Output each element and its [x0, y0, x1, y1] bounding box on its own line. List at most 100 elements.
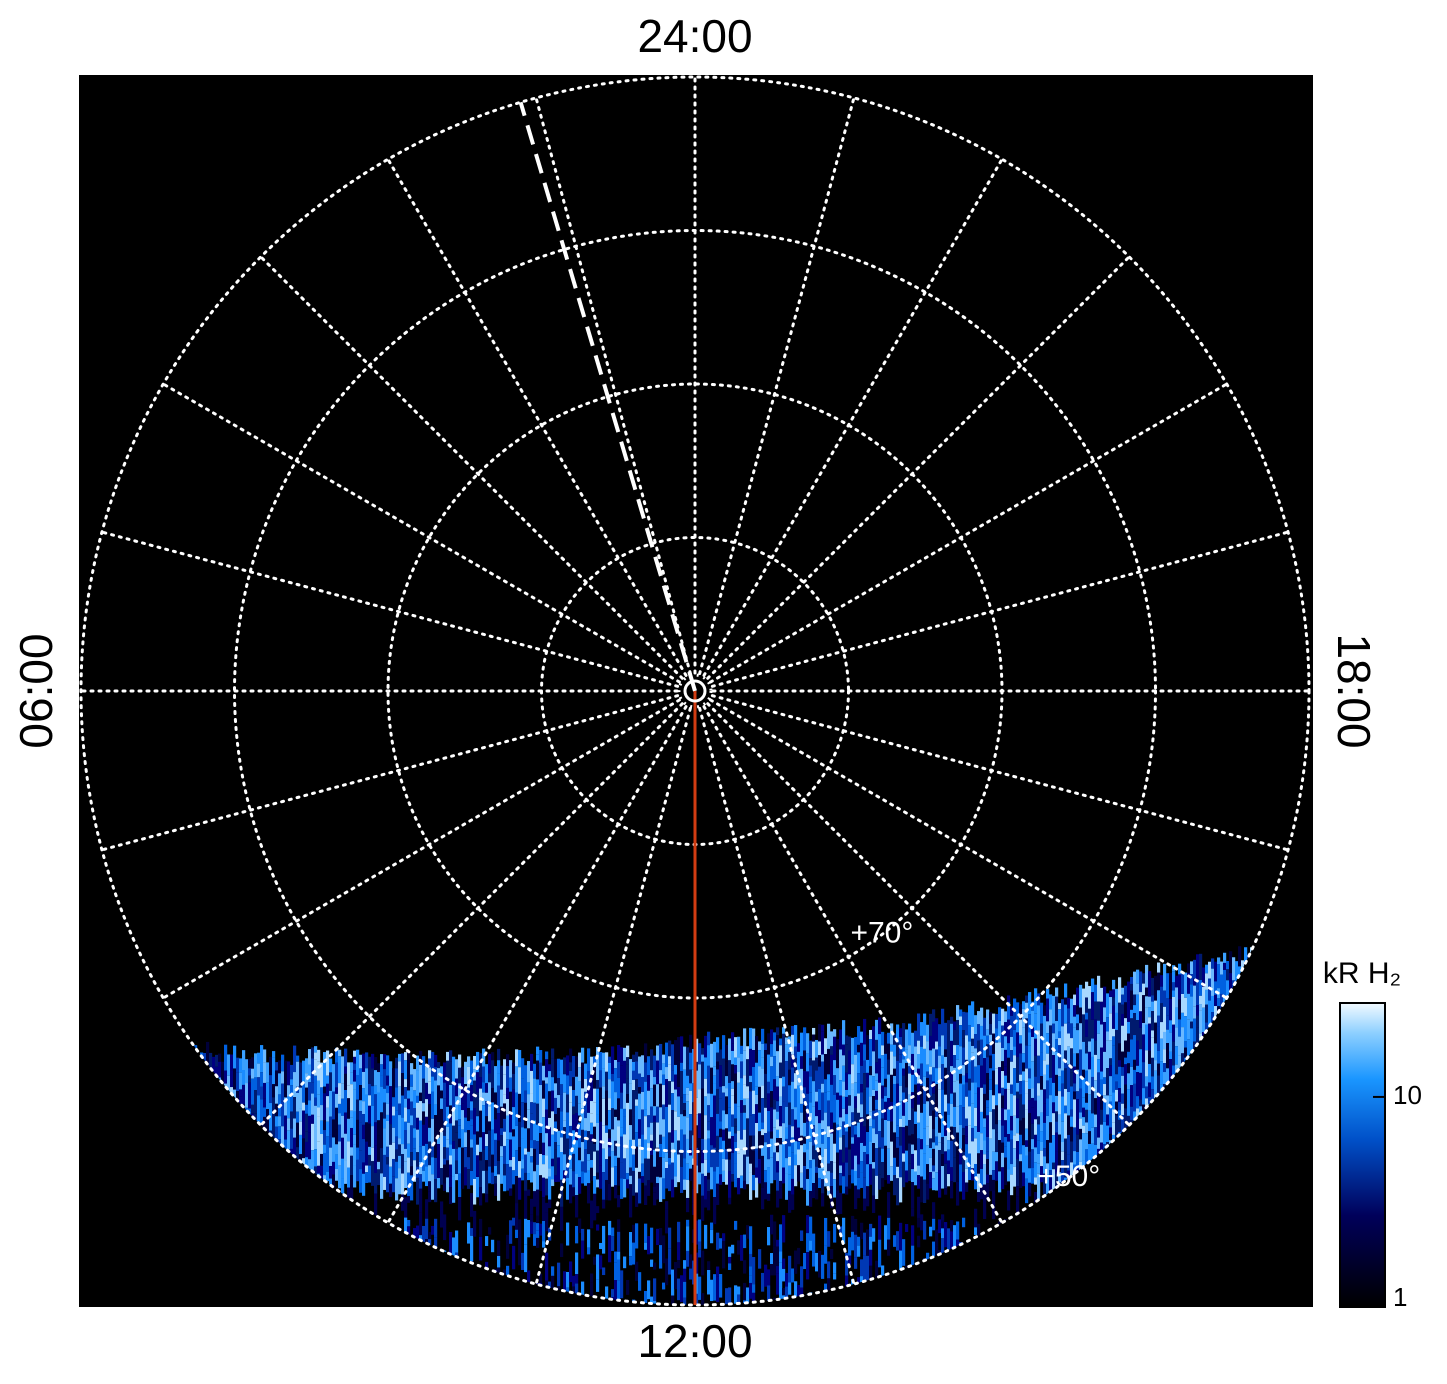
- emission-pixel: [1202, 967, 1206, 987]
- emission-pixel: [1115, 1074, 1119, 1082]
- emission-pixel: [797, 1141, 801, 1150]
- emission-pixel: [689, 1130, 693, 1149]
- emission-pixel: [968, 1090, 972, 1107]
- emission-pixel: [488, 1166, 492, 1184]
- emission-pixel: [674, 1111, 678, 1131]
- emission-pixel: [317, 1165, 321, 1174]
- emission-pixel: [872, 1110, 876, 1120]
- emission-pixel: [1079, 1088, 1083, 1113]
- emission-pixel: [1025, 1155, 1029, 1179]
- emission-pixel: [647, 1127, 651, 1144]
- emission-pixel: [767, 1227, 771, 1246]
- emission-pixel: [836, 1190, 840, 1215]
- emission-pixel: [320, 1062, 324, 1088]
- emission-pixel: [440, 1168, 444, 1185]
- emission-pixel: [422, 1103, 426, 1112]
- emission-pixel: [413, 1137, 417, 1149]
- emission-pixel: [308, 1064, 312, 1083]
- emission-pixel: [959, 1046, 963, 1074]
- emission-pixel: [881, 1148, 885, 1163]
- emission-pixel: [1079, 1076, 1083, 1089]
- emission-pixel: [1100, 1079, 1104, 1096]
- emission-pixel: [959, 1073, 963, 1084]
- emission-pixel: [797, 1165, 801, 1182]
- emission-pixel: [734, 1118, 738, 1127]
- emission-pixel: [941, 1214, 945, 1221]
- emission-pixel: [722, 1170, 726, 1182]
- emission-pixel: [830, 1066, 834, 1085]
- emission-pixel: [950, 1093, 954, 1104]
- emission-pixel: [1031, 1168, 1035, 1184]
- emission-pixel: [965, 1073, 969, 1083]
- emission-pixel: [557, 1107, 561, 1131]
- emission-pixel: [725, 1114, 729, 1129]
- emission-pixel: [767, 1193, 771, 1201]
- emission-pixel: [368, 1154, 372, 1166]
- emission-pixel: [410, 1063, 414, 1075]
- emission-pixel: [1019, 1053, 1023, 1075]
- emission-pixel: [644, 1116, 648, 1140]
- emission-pixel: [1043, 1089, 1047, 1104]
- emission-pixel: [932, 1165, 936, 1172]
- emission-pixel: [470, 1171, 474, 1186]
- emission-pixel: [596, 1150, 600, 1173]
- emission-pixel: [551, 1275, 555, 1296]
- emission-pixel: [572, 1187, 576, 1197]
- emission-pixel: [1178, 1019, 1182, 1037]
- emission-pixel: [749, 1253, 753, 1267]
- emission-pixel: [1010, 1006, 1014, 1016]
- emission-pixel: [677, 1086, 681, 1097]
- emission-pixel: [386, 1055, 390, 1076]
- emission-pixel: [743, 1050, 747, 1076]
- emission-pixel: [1049, 1077, 1053, 1096]
- emission-pixel: [797, 1085, 801, 1110]
- emission-pixel: [290, 1111, 294, 1129]
- emission-pixel: [845, 1044, 849, 1073]
- emission-pixel: [1043, 1060, 1047, 1075]
- emission-pixel: [1037, 1055, 1041, 1084]
- emission-pixel: [1037, 1095, 1041, 1117]
- emission-pixel: [443, 1098, 447, 1121]
- emission-pixel: [1199, 980, 1203, 996]
- emission-pixel: [1160, 1061, 1164, 1085]
- emission-pixel: [650, 1049, 654, 1071]
- emission-pixel: [1019, 1081, 1023, 1095]
- emission-pixel: [548, 1117, 552, 1128]
- emission-pixel: [764, 1050, 768, 1074]
- emission-pixel: [812, 1106, 816, 1126]
- emission-pixel: [791, 1034, 795, 1055]
- emission-pixel: [902, 1115, 906, 1128]
- emission-pixel: [932, 1142, 936, 1149]
- emission-pixel: [416, 1225, 420, 1248]
- emission-pixel: [605, 1117, 609, 1126]
- emission-pixel: [473, 1055, 477, 1070]
- emission-pixel: [596, 1254, 600, 1280]
- emission-pixel: [860, 1259, 864, 1277]
- emission-pixel: [401, 1144, 405, 1155]
- emission-pixel: [1079, 1128, 1083, 1140]
- emission-pixel: [530, 1070, 534, 1094]
- emission-pixel: [1121, 1004, 1125, 1014]
- lt-label-right: 18:00: [1328, 633, 1380, 748]
- emission-pixel: [509, 1160, 513, 1167]
- emission-pixel: [1037, 1140, 1041, 1154]
- emission-pixel: [521, 1159, 525, 1169]
- emission-pixel: [932, 1148, 936, 1166]
- emission-pixel: [683, 1069, 687, 1095]
- emission-pixel: [626, 1064, 630, 1079]
- emission-pixel: [1034, 1076, 1038, 1101]
- emission-pixel: [908, 1094, 912, 1121]
- emission-pixel: [839, 1080, 843, 1096]
- emission-pixel: [560, 1243, 564, 1258]
- emission-pixel: [896, 1024, 900, 1043]
- emission-pixel: [359, 1111, 363, 1123]
- emission-pixel: [878, 1131, 882, 1148]
- emission-pixel: [470, 1193, 474, 1217]
- emission-pixel: [608, 1110, 612, 1130]
- emission-pixel: [788, 1157, 792, 1166]
- emission-pixel: [827, 1163, 831, 1172]
- emission-pixel: [704, 1199, 708, 1208]
- emission-pixel: [878, 1017, 882, 1035]
- emission-pixel: [344, 1090, 348, 1113]
- emission-pixel: [776, 1027, 780, 1036]
